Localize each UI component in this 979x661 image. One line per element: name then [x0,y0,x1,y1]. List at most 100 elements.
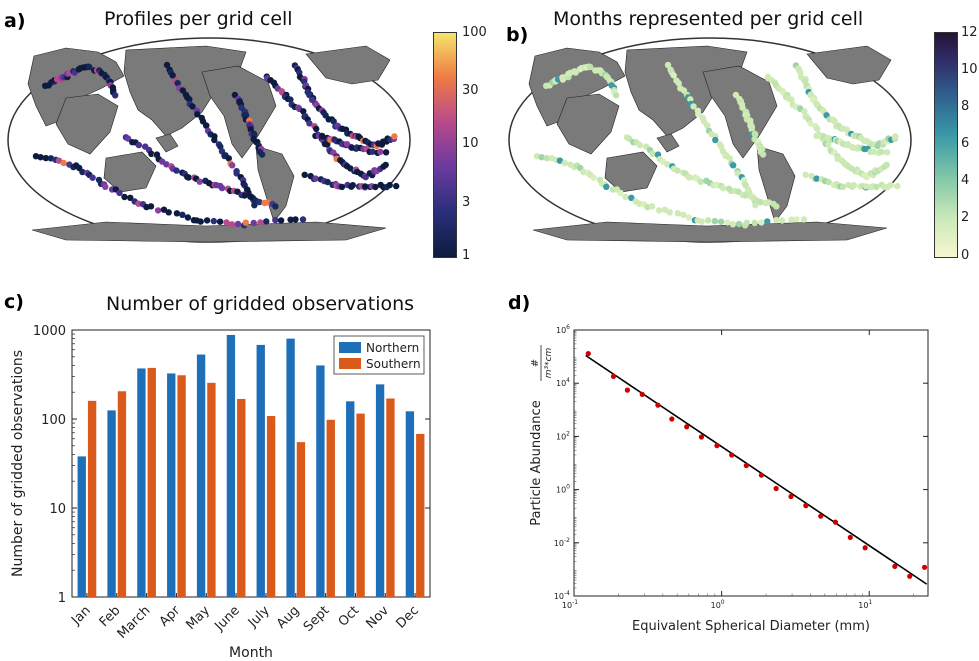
grid-cell-dot [300,108,307,115]
x-tick-label: May [183,603,213,633]
panel-b-colorbar-tick: 12 [961,25,978,40]
grid-cell-dot [748,126,755,133]
x-tick-label: June [212,603,243,634]
grid-cell-dot [247,126,254,133]
panel-b-colorbar-tick: 8 [961,99,970,114]
grid-cell-dot [622,193,629,201]
grid-cell-dot [764,218,771,225]
bar-northern [137,368,146,597]
y-tick-label: 10-2 [554,537,570,548]
grid-cell-dot [225,155,232,162]
grid-cell-dot [272,216,279,224]
panel-c-label: c) [4,291,24,313]
panel-b-colorbar-tick: 2 [961,210,970,225]
x-axis-label: Equivalent Spherical Diameter (mm) [632,619,870,634]
legend-entry: Southern [366,357,421,371]
y-tick-label: 104 [556,377,570,388]
grid-cell-dot [561,159,568,167]
grid-cell-dot [256,198,263,206]
x-tick-label: 10-1 [562,599,578,610]
grid-cell-dot [362,173,369,181]
grid-cell-dot [717,218,725,225]
bar-northern [226,334,236,597]
grid-cell-dot [287,216,294,223]
y-unit-denominator: m³*cm [544,347,554,378]
grid-cell-dot [883,149,891,156]
bar-northern [405,411,415,597]
grid-cell-dot [800,216,808,223]
data-point [698,434,705,440]
grid-cell-dot [263,218,270,225]
grid-cell-dot [687,96,694,103]
bar-southern [386,398,395,597]
grid-cell-dot [538,154,545,161]
data-point [892,563,898,569]
grid-cell-dot [277,217,285,224]
grid-cell-dot [393,182,400,190]
data-point [729,452,735,458]
grid-cell-dot [312,175,319,182]
grid-cell-dot [735,220,743,228]
grid-cell-dot [258,151,266,158]
data-point [758,472,765,478]
grid-cell-dot [338,183,346,191]
grid-cell-dot [47,155,55,162]
y-tick-label: 100 [41,413,66,428]
grid-cell-dot [825,141,832,148]
grid-cell-dot [173,167,180,174]
grid-cell-dot [664,61,672,69]
panel-a-colorbar-tick: 1 [462,248,471,263]
data-point [684,424,690,430]
bar-northern [286,338,295,597]
data-point [921,564,928,570]
panel-b-colorbar-tick: 0 [961,248,970,263]
grid-cell-dot [587,63,594,71]
grid-cell-dot [802,171,809,178]
y-unit-numerator: # [530,359,541,367]
grid-cell-dot [825,178,832,186]
grid-cell-dot [369,148,376,155]
bar-southern [237,398,246,597]
panel-b-world-map [508,37,912,243]
panel-a-colorbar-tick: 3 [462,195,471,210]
y-axis-label: Particle Abundance [529,400,544,525]
bar-southern [177,375,186,597]
data-point [907,573,913,579]
grid-cell-dot [386,181,393,189]
bar-northern [77,456,86,597]
bar-southern [356,413,365,597]
grid-cell-dot [726,155,733,162]
grid-cell-dot [210,217,217,225]
grid-cell-dot [324,178,331,186]
x-tick-label: 101 [858,599,872,610]
grid-cell-dot [160,206,168,213]
y-tick-exponent: 2 [566,430,570,437]
panel-a-colorbar [433,32,457,258]
grid-cell-dot [666,209,673,216]
grid-cell-dot [649,150,656,157]
grid-cell-dot [648,203,656,210]
grid-cell-dot [203,122,210,129]
grid-cell-dot [287,96,294,103]
bar-northern [375,384,385,597]
grid-cell-dot [165,209,172,216]
grid-cell-dot [870,148,877,155]
grid-cell-dot [712,136,719,144]
grid-cell-dot [603,183,610,190]
grid-cell-dot [292,216,299,223]
grid-cell-dot [759,151,767,158]
grid-cell-dot [37,154,44,161]
grid-cell-dot [862,183,870,190]
grid-cell-dot [197,218,204,225]
x-tick-label: July [245,603,273,631]
x-tick-exponent: 1 [868,599,872,606]
grid-cell-dot [690,103,697,110]
x-axis-label: Month [229,645,273,661]
data-point [669,416,675,422]
grid-cell-dot [382,149,390,156]
data-point [803,503,809,509]
grid-cell-dot [617,189,624,197]
grid-cell-dot [751,219,758,227]
grid-cell-dot [194,111,201,118]
